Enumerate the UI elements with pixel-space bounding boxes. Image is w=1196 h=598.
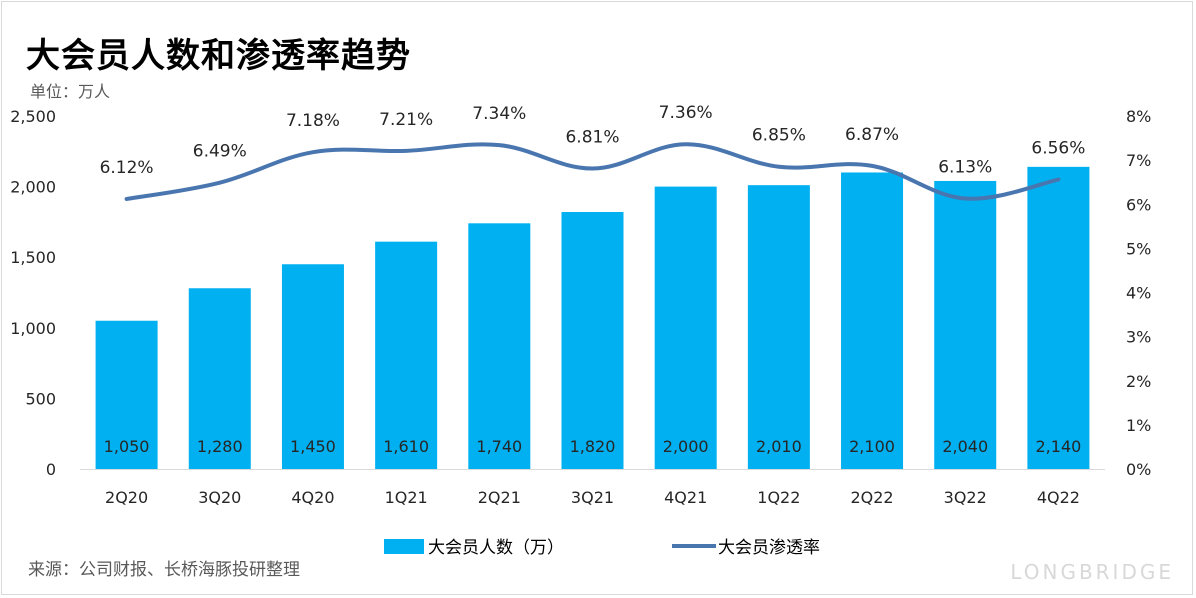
bar-value-label: 2,140 — [1036, 437, 1082, 456]
x-tick-label: 4Q21 — [664, 488, 707, 507]
line-value-label: 6.12% — [100, 158, 154, 178]
line-value-label: 6.87% — [845, 125, 899, 145]
bar — [95, 320, 158, 469]
x-tick-label: 1Q22 — [757, 488, 800, 507]
line-value-label: 7.36% — [659, 103, 713, 123]
bar-value-label: 2,040 — [942, 437, 988, 456]
x-tick-label: 4Q22 — [1037, 488, 1080, 507]
legend: 大会员人数（万） 大会员渗透率 — [384, 538, 820, 558]
y-left-tick-label: 1,500 — [10, 248, 56, 267]
bar — [561, 212, 624, 470]
bar-value-label: 2,000 — [663, 437, 709, 456]
line-value-label: 6.85% — [752, 126, 806, 146]
line-series: 6.12% 6.49% 7.18% 7.21% 7.34% 6.81% 7.36% 6.85%… — [100, 103, 1085, 201]
legend-bar-swatch — [384, 539, 424, 554]
x-tick-label: 2Q22 — [850, 488, 893, 507]
x-axis: 2Q20 3Q20 4Q20 1Q21 2Q21 3Q21 4Q21 1Q22 2Q22 3Q22… — [80, 469, 1105, 507]
line-path — [124, 142, 1061, 201]
x-tick-label: 3Q20 — [198, 488, 241, 507]
left-axis: 0 500 1,000 1,500 2,000 2,500 — [10, 107, 56, 479]
bar — [841, 172, 904, 470]
x-tick-label: 3Q22 — [944, 488, 987, 507]
bar — [468, 223, 531, 469]
line-value-label: 7.18% — [286, 111, 340, 131]
x-tick-label: 3Q21 — [571, 488, 614, 507]
x-tick-label: 2Q20 — [105, 488, 148, 507]
y-right-tick-label: 7% — [1126, 151, 1151, 170]
y-right-tick-label: 3% — [1126, 328, 1151, 347]
bar — [375, 241, 438, 469]
x-tick-label: 4Q20 — [291, 488, 334, 507]
unit-label: 单位：万人 — [30, 82, 111, 101]
bar-value-label: 2,100 — [849, 437, 895, 456]
y-left-tick-label: 2,500 — [10, 107, 56, 126]
source-note: 来源：公司财报、长桥海豚投研整理 — [28, 560, 300, 580]
x-tick-label: 2Q21 — [478, 488, 521, 507]
bar-series: 1,050 1,280 1,450 1,610 1,740 1,820 2,000 2,010… — [95, 166, 1090, 470]
y-left-tick-label: 500 — [25, 389, 56, 408]
x-tick-label: 1Q21 — [385, 488, 428, 507]
legend-bar-label: 大会员人数（万） — [428, 538, 564, 558]
bar — [188, 288, 251, 469]
bar — [747, 185, 810, 470]
bar-value-label: 1,050 — [104, 437, 150, 456]
bar-value-label: 1,610 — [383, 437, 429, 456]
line-value-label: 6.56% — [1031, 139, 1085, 159]
y-right-tick-label: 5% — [1126, 239, 1151, 258]
bar — [654, 186, 717, 469]
bar — [1027, 166, 1090, 469]
y-right-tick-label: 2% — [1126, 372, 1151, 391]
line-value-label: 6.81% — [565, 128, 619, 148]
y-right-tick-label: 6% — [1126, 195, 1151, 214]
watermark-text: LONGBRIDGE — [1010, 560, 1174, 584]
y-left-tick-label: 2,000 — [10, 178, 56, 197]
y-left-tick-label: 1,000 — [10, 319, 56, 338]
line-value-label: 6.49% — [193, 142, 247, 162]
y-right-tick-label: 1% — [1126, 416, 1151, 435]
bar-value-label: 1,740 — [476, 437, 522, 456]
line-value-label: 7.34% — [472, 104, 526, 124]
chart-title: 大会员人数和渗透率趋势 — [26, 36, 411, 76]
y-right-tick-label: 0% — [1126, 460, 1151, 479]
y-right-tick-label: 8% — [1126, 107, 1151, 126]
y-left-tick-label: 0 — [46, 460, 56, 479]
bar-value-label: 1,280 — [197, 437, 243, 456]
bar — [281, 264, 344, 469]
y-right-tick-label: 4% — [1126, 284, 1151, 303]
bar — [934, 180, 997, 469]
bar-value-label: 1,820 — [570, 437, 616, 456]
bar-value-label: 2,010 — [756, 437, 802, 456]
line-value-label: 6.13% — [938, 158, 992, 178]
line-value-label: 7.21% — [379, 110, 433, 130]
right-axis: 0% 1% 2% 3% 4% 5% 6% 7% 8% — [1126, 107, 1151, 479]
legend-line-label: 大会员渗透率 — [718, 538, 820, 558]
bar-value-label: 1,450 — [290, 437, 336, 456]
